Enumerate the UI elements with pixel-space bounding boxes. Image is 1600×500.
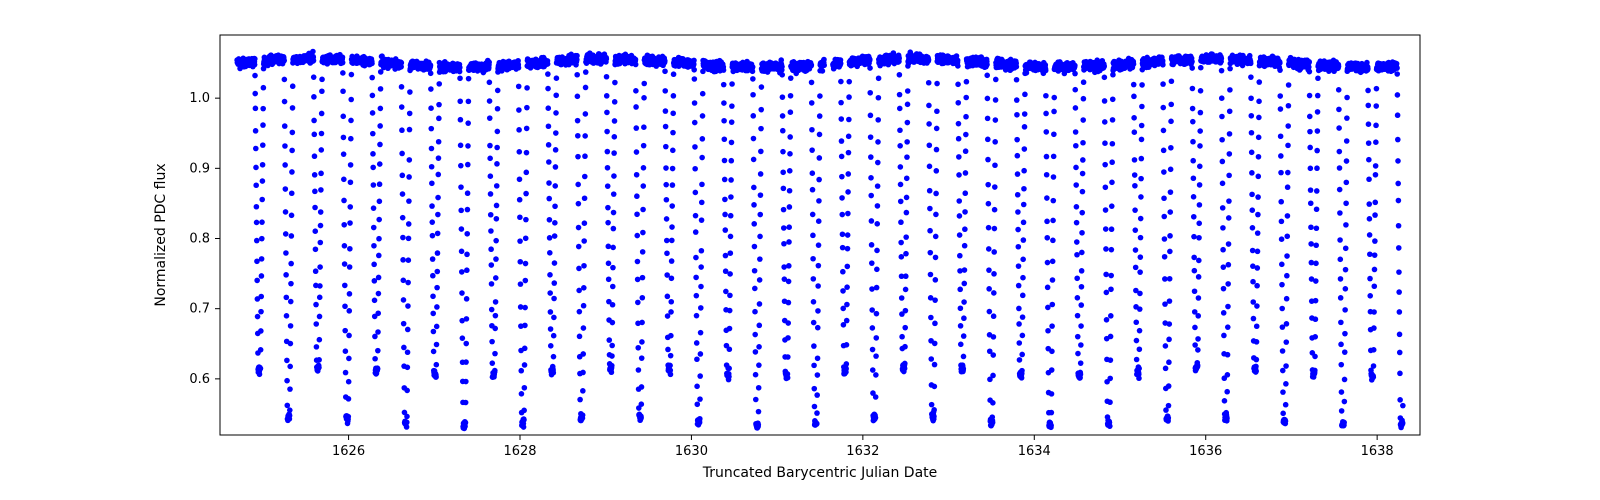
x-axis-label: Truncated Barycentric Julian Date <box>702 465 938 481</box>
x-tick-label: 1628 <box>503 444 536 459</box>
y-tick-group: 0.6 0.7 0.8 0.9 1.0 <box>189 91 220 387</box>
y-tick-label: 1.0 <box>189 91 210 106</box>
y-tick-label: 0.6 <box>189 372 210 387</box>
x-tick-label: 1626 <box>332 444 365 459</box>
x-tick-label: 1632 <box>846 444 879 459</box>
y-tick-label: 0.7 <box>189 302 210 317</box>
x-tick-label: 1634 <box>1018 444 1051 459</box>
x-tick-label: 1638 <box>1361 444 1394 459</box>
x-tick-group: 1626 1628 1630 1632 1634 1636 1638 <box>332 435 1394 459</box>
y-tick-label: 0.8 <box>189 232 210 247</box>
chart-svg: 1626162816301632163416361638 0.60.70.80.… <box>0 0 1600 500</box>
lightcurve-chart: 1626162816301632163416361638 0.60.70.80.… <box>0 0 1600 500</box>
y-axis-label: Normalized PDC flux <box>153 163 169 306</box>
y-tick-label: 0.9 <box>189 161 210 176</box>
x-tick-label: 1636 <box>1189 444 1222 459</box>
x-tick-label: 1630 <box>675 444 708 459</box>
